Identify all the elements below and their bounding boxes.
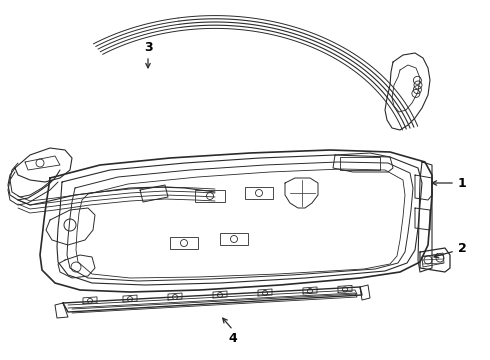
Text: 4: 4: [229, 332, 237, 345]
Text: 3: 3: [144, 41, 152, 54]
Text: 2: 2: [458, 242, 466, 255]
Text: 1: 1: [458, 176, 466, 189]
